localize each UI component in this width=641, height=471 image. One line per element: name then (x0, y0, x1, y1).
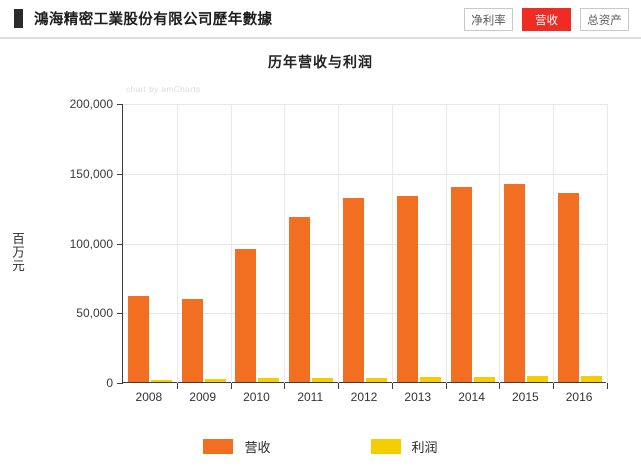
legend-swatch-profit (370, 439, 401, 454)
y-axis-tick (117, 313, 123, 315)
chart-legend: 营收 利润 (0, 437, 641, 456)
title-marker-icon (14, 9, 23, 28)
bar-revenue[interactable] (181, 299, 203, 382)
bar-revenue[interactable] (450, 187, 472, 382)
x-axis-tick (338, 383, 340, 389)
y-axis-tick-label: 150,000 (69, 166, 113, 181)
y-axis-tick (117, 104, 123, 105)
gridline-vertical (445, 104, 447, 383)
metric-toggle-group: 净利率 营收 总资产 (464, 8, 629, 31)
x-axis-tick (445, 383, 447, 389)
x-axis-tick-label: 2011 (297, 390, 324, 404)
bar-revenue[interactable] (289, 217, 311, 382)
bar-revenue[interactable] (396, 196, 418, 382)
bar-profit[interactable] (366, 377, 387, 382)
legend-label-revenue: 营收 (244, 441, 271, 456)
gridline-vertical (284, 104, 286, 383)
x-axis-tick-label: 2008 (135, 390, 163, 404)
tab-revenue[interactable]: 营收 (522, 8, 571, 31)
bar-profit[interactable] (473, 376, 495, 382)
bar-profit[interactable] (204, 378, 226, 382)
bar-profit[interactable] (419, 376, 441, 382)
bar-profit[interactable] (150, 379, 172, 382)
gridline-vertical (553, 104, 555, 383)
x-axis-tick-label: 2009 (189, 390, 217, 404)
page-header: 鴻海精密工業股份有限公司歷年數據 净利率 营收 总资产 (0, 0, 641, 39)
gridline-vertical (391, 104, 393, 383)
gridline-vertical (230, 104, 232, 383)
legend-label-profit: 利润 (411, 441, 438, 456)
gridline-vertical (338, 104, 340, 383)
x-axis-tick-label: 2010 (243, 390, 270, 404)
bar-revenue[interactable] (235, 248, 257, 382)
gridline-vertical (607, 104, 608, 383)
x-axis-tick-label: 2014 (458, 390, 485, 404)
tab-net-margin[interactable]: 净利率 (464, 8, 513, 31)
bar-revenue[interactable] (343, 197, 364, 382)
amcharts-watermark: chart by amCharts (126, 84, 201, 94)
gridline-horizontal (123, 104, 607, 105)
chart-title: 历年营收与利润 (268, 55, 373, 71)
x-axis-tick-label: 2016 (565, 390, 593, 404)
bar-profit[interactable] (581, 376, 603, 382)
page-title: 鴻海精密工業股份有限公司歷年數據 (34, 12, 273, 28)
gridline-vertical (499, 104, 501, 383)
y-axis-tick-label: 50,000 (76, 306, 113, 321)
gridline-vertical (176, 104, 178, 383)
y-axis-tick (117, 383, 123, 384)
y-axis-tick (117, 173, 123, 175)
y-axis-labels: 0 50,000 100,000 150,000 200,000 (0, 97, 113, 390)
gridline-horizontal (123, 243, 607, 245)
x-axis-tick-label: 2015 (511, 390, 539, 404)
legend-swatch-revenue (203, 439, 234, 454)
y-axis-tick-label: 0 (106, 376, 113, 390)
x-axis-tick-label: 2013 (404, 390, 432, 404)
legend-item-profit[interactable]: 利润 (370, 437, 438, 456)
bar-profit[interactable] (312, 377, 334, 382)
bar-revenue[interactable] (504, 183, 526, 382)
x-axis-tick (499, 383, 501, 389)
y-axis-tick (117, 243, 123, 245)
y-axis-tick-label: 200,000 (69, 97, 113, 111)
bar-revenue[interactable] (558, 192, 580, 382)
gridline-horizontal (123, 313, 607, 315)
x-axis-tick (391, 383, 393, 389)
bar-revenue[interactable] (127, 295, 149, 382)
bar-profit[interactable] (258, 378, 280, 382)
bar-profit[interactable] (527, 376, 549, 382)
tab-total-assets[interactable]: 总资产 (580, 8, 629, 31)
x-axis-tick (607, 383, 608, 389)
y-axis-tick-label: 100,000 (69, 236, 113, 251)
legend-item-revenue[interactable]: 营收 (203, 437, 271, 456)
x-axis-tick (553, 383, 555, 389)
x-axis-tick (176, 383, 178, 389)
gridline-horizontal (123, 173, 607, 175)
plot-area (117, 104, 608, 389)
x-axis-tick (230, 383, 232, 389)
x-axis-tick (284, 383, 286, 389)
x-axis-tick-label: 2012 (350, 390, 378, 404)
y-axis-title: 百万元 (10, 232, 25, 273)
